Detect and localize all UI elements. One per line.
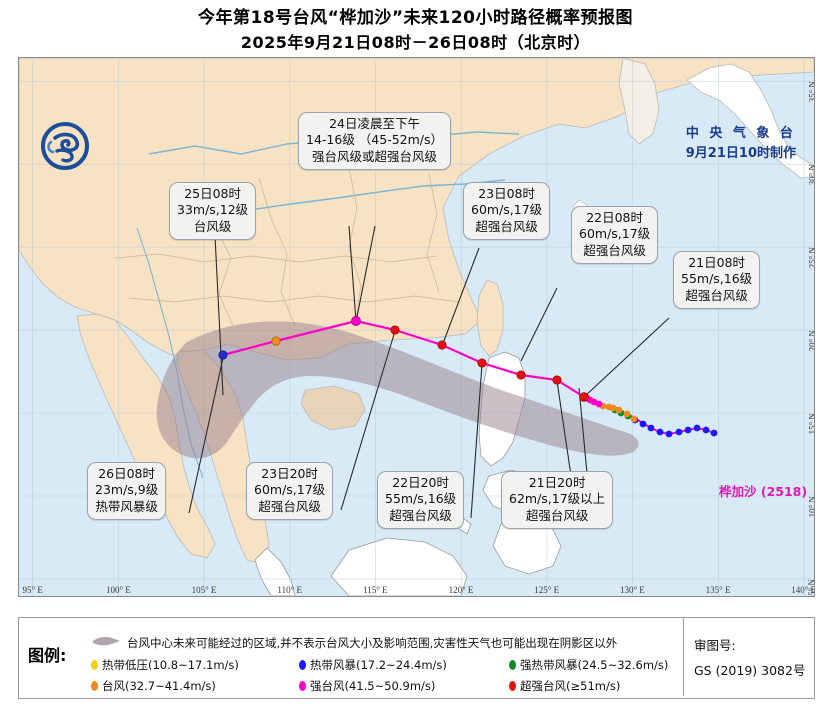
agency-stamp: 中 央 气 象 台 9月21日10时制作 — [686, 124, 796, 163]
callout-fc-22d-08[interactable]: 22日08时 60m/s,17级 超强台风级 — [571, 206, 659, 264]
x-axis-tick-label: 140° E — [791, 585, 815, 595]
callout-line: 60m/s,17级 — [254, 482, 326, 498]
landmass-taiwan — [476, 279, 504, 357]
callout-line: 强台风级或超强台风级 — [312, 148, 438, 164]
legend-title: 图例: — [28, 646, 67, 665]
x-axis-tick-label: 120° E — [448, 585, 474, 595]
forecast-point-22d20 — [477, 358, 487, 368]
legend-color-dot-icon — [299, 681, 306, 691]
legend-cone-note: 台风中心未来可能经过的区域,并不表示台风大小及影响范围,灾害性天气也可能出现在阴… — [127, 636, 618, 650]
legend-color-dot-icon — [299, 660, 306, 670]
agency-name: 中 央 气 象 台 — [685, 126, 796, 141]
legend-item-label: 热带风暴(17.2~24.4m/s) — [310, 658, 447, 672]
landmass-malay — [254, 547, 296, 596]
page-title: 今年第18号台风“桦加沙”未来120小时路径概率预报图 2025年9月21日08… — [0, 6, 831, 54]
forecast-point-23d20 — [390, 325, 400, 335]
callout-fc-21d-08[interactable]: 21日08时 55m/s,16级 超强台风级 — [673, 251, 761, 309]
callout-line: 14-16级 （45-52m/s） — [306, 132, 444, 148]
callout-leader-lines — [188, 225, 670, 519]
legend-item-label: 热带低压(10.8~17.1m/s) — [102, 658, 239, 672]
callout-line: 60m/s,17级 — [579, 226, 651, 242]
callout-line: 23日20时 — [261, 466, 318, 481]
approval-number: GS (2019) 3082号 — [694, 663, 806, 678]
callout-fc-26d-08[interactable]: 26日08时 23m/s,9级 热带风暴级 — [87, 462, 167, 520]
callout-line: 62m/s,17级以上 — [509, 491, 606, 507]
legend-color-dot-icon — [509, 681, 516, 691]
legend-panel: 图例: 台风中心未来可能经过的区域,并不表示台风大小及影响范围,灾害性天气也可能… — [18, 617, 815, 699]
x-axis-tick-label: 110° E — [277, 585, 302, 595]
x-axis-tick-label: 115° E — [363, 585, 388, 595]
callout-fc-21d-20[interactable]: 21日20时 62m/s,17级以上 超强台风级 — [501, 471, 614, 529]
y-axis-tick-label: 15° N — [807, 413, 815, 435]
forecast-point-24d — [351, 316, 361, 326]
callout-fc-23d-20[interactable]: 23日20时 60m/s,17级 超强台风级 — [246, 462, 334, 520]
callout-line: 33m/s,12级 — [177, 202, 249, 218]
callout-fc-25d-08[interactable]: 25日08时 33m/s,12级 台风级 — [169, 182, 257, 240]
callout-line: 23m/s,9级 — [95, 482, 159, 498]
landmass-borneo — [330, 537, 468, 596]
callout-line: 超强台风级 — [258, 498, 321, 514]
x-axis-tick-label: 105° E — [191, 585, 217, 595]
callout-line: 25日08时 — [184, 186, 241, 201]
y-axis-tick-label: 35° N — [807, 81, 815, 103]
title-line-1: 今年第18号台风“桦加沙”未来120小时路径概率预报图 — [198, 8, 633, 28]
y-axis-tick-label: 10° N — [807, 496, 815, 518]
callout-fc-23d-08[interactable]: 23日08时 60m/s,17级 超强台风级 — [463, 182, 551, 240]
approval-label: 审图号: — [694, 638, 736, 653]
x-axis-tick-label: 130° E — [619, 585, 645, 595]
callout-line: 26日08时 — [98, 466, 156, 481]
title-line-2: 2025年9月21日08时－26日08时（北京时） — [240, 32, 591, 52]
forecast-point-26d — [218, 350, 228, 360]
callout-line: 23日08时 — [478, 186, 535, 201]
landmass-hainan — [300, 385, 366, 431]
x-axis-tick-label: 100° E — [105, 585, 131, 595]
callout-fc-22d-20[interactable]: 22日20时 55m/s,16级 超强台风级 — [377, 471, 465, 529]
callout-line: 超强台风级 — [475, 218, 538, 234]
callout-line: 22日20时 — [392, 475, 449, 490]
forecast-point-25d — [271, 336, 281, 346]
x-axis-tick-label: 95° E — [22, 585, 43, 595]
historical-track-points — [583, 394, 718, 438]
callout-line: 超强台风级 — [389, 507, 452, 523]
legend-item-label: 强台风(41.5~50.9m/s) — [310, 679, 436, 693]
forecast-track-points — [218, 316, 589, 402]
legend-color-dot-icon — [91, 660, 98, 670]
legend-item-label: 超强台风(≥51m/s) — [520, 679, 621, 693]
callout-fc-24d-landfall[interactable]: 24日凌晨至下午 14-16级 （45-52m/s） 强台风级或超强台风级 — [298, 112, 452, 170]
forecast-point-21d08 — [579, 392, 589, 402]
cone-swatch-icon — [92, 637, 120, 646]
forecast-point-21d20 — [552, 375, 562, 385]
callout-line: 台风级 — [193, 218, 232, 234]
legend-color-dot-icon — [509, 660, 516, 670]
probability-cone-shading — [156, 321, 639, 459]
callout-line: 21日20时 — [528, 475, 586, 490]
approval-number-box: 审图号: GS (2019) 3082号 — [683, 618, 814, 696]
typhoon-track-map[interactable]: 中 央 气 象 台 9月21日10时制作 桦加沙 (2518) 95° E 100… — [18, 57, 815, 597]
x-axis-tick-label: 135° E — [705, 585, 731, 595]
legend-color-dot-icon — [91, 681, 98, 691]
callout-line: 60m/s,17级 — [471, 202, 543, 218]
x-axis-tick-label: 125° E — [534, 585, 560, 595]
callout-line: 22日08时 — [586, 210, 643, 225]
forecast-point-23d08 — [437, 340, 447, 350]
cma-dragon-logo-icon — [41, 122, 89, 170]
legend-item-label: 台风(32.7~41.4m/s) — [102, 679, 216, 693]
y-axis-tick-label: 5° N — [807, 579, 815, 597]
callout-line: 超强台风级 — [685, 287, 748, 303]
storm-name-label: 桦加沙 (2518) — [719, 484, 808, 499]
callout-line: 55m/s,16级 — [385, 491, 457, 507]
y-axis-tick-label: 20° N — [807, 330, 815, 352]
callout-line: 55m/s,16级 — [681, 271, 753, 287]
y-axis-tick-label: 25° N — [807, 247, 815, 269]
callout-line: 热带风暴级 — [95, 498, 158, 514]
callout-line: 24日凌晨至下午 — [329, 116, 420, 131]
landmass-korea — [618, 58, 660, 145]
legend-item-label: 强热带风暴(24.5~32.6m/s) — [520, 658, 669, 672]
callout-line: 超强台风级 — [525, 507, 589, 523]
forecast-point-22d08 — [516, 370, 526, 380]
agency-issue-time: 9月21日10时制作 — [685, 145, 796, 161]
y-axis-tick-label: 30° N — [807, 164, 815, 186]
callout-line: 21日08时 — [688, 255, 745, 270]
callout-line: 超强台风级 — [583, 242, 646, 258]
